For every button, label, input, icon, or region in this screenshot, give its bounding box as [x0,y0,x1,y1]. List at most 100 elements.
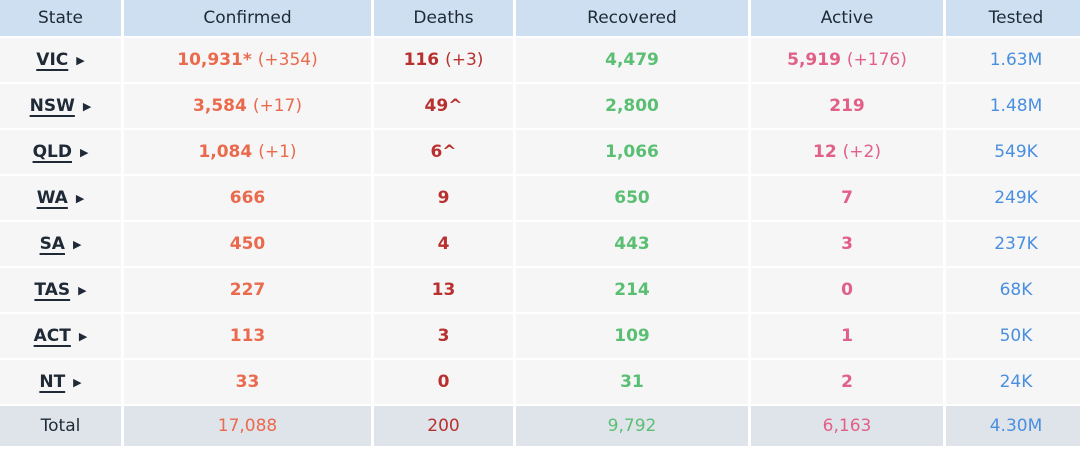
active-cell: 2 [751,360,943,404]
caret-right-icon[interactable]: ▶ [73,376,82,389]
total-row: Total 17,088 200 9,792 6,163 4.30M [0,406,1080,446]
deaths-cell: 13 [374,268,513,312]
tested-cell: 50K [946,314,1080,358]
deaths-delta: (+3) [445,50,484,70]
confirmed-value: 450 [229,234,266,254]
confirmed-cell: 10,931* (+354) [124,38,371,82]
confirmed-cell: 113 [124,314,371,358]
deaths-cell: 9 [374,176,513,220]
header-recovered[interactable]: Recovered [516,0,748,36]
active-delta: (+176) [846,50,907,70]
confirmed-value: 33 [235,372,260,392]
tested-cell: 24K [946,360,1080,404]
confirmed-cell: 33 [124,360,371,404]
recovered-value: 2,800 [605,96,659,116]
recovered-value: 1,066 [605,142,659,162]
table-row: VIC ▶ 10,931* (+354) 116 (+3) 4,479 5,919 (+176)… [0,38,1080,82]
tested-value: 50K [999,326,1033,346]
state-link[interactable]: SA [39,234,65,254]
recovered-value: 443 [614,234,650,254]
active-value: 7 [841,188,853,208]
total-confirmed: 17,088 [124,406,371,446]
deaths-value: 9 [437,188,450,208]
table-row: ACT ▶ 113 3 109 1 50K [0,314,1080,358]
tested-cell: 1.63M [946,38,1080,82]
tested-value: 1.48M [989,96,1043,116]
active-cell: 1 [751,314,943,358]
recovered-value: 214 [614,280,650,300]
state-link[interactable]: VIC [36,50,69,70]
state-link[interactable]: WA [36,188,68,208]
table-row: WA ▶ 666 9 650 7 249K [0,176,1080,220]
table-row: SA ▶ 450 4 443 3 237K [0,222,1080,266]
state-link[interactable]: ACT [33,326,71,346]
header-row: State Confirmed Deaths Recovered Active … [0,0,1080,36]
tested-value: 249K [994,188,1038,208]
active-cell: 219 [751,84,943,128]
active-delta: (+2) [842,142,881,162]
header-confirmed[interactable]: Confirmed [124,0,371,36]
deaths-cell: 49^ [374,84,513,128]
deaths-cell: 6^ [374,130,513,174]
header-state[interactable]: State [0,0,121,36]
deaths-cell: 0 [374,360,513,404]
table-row: NSW ▶ 3,584 (+17) 49^ 2,800 219 1.48M [0,84,1080,128]
state-cell: NSW ▶ [0,84,121,128]
deaths-value: 4 [437,234,450,254]
state-cell: QLD ▶ [0,130,121,174]
tested-cell: 68K [946,268,1080,312]
active-cell: 0 [751,268,943,312]
active-value: 3 [841,234,853,254]
state-link[interactable]: NSW [29,96,75,116]
tested-value: 549K [994,142,1038,162]
deaths-cell: 3 [374,314,513,358]
caret-right-icon[interactable]: ▶ [82,100,92,113]
active-value: 1 [841,326,853,346]
recovered-cell: 214 [516,268,748,312]
state-link[interactable]: TAS [34,280,71,300]
caret-right-icon[interactable]: ▶ [76,54,85,67]
header-active[interactable]: Active [751,0,943,36]
active-value: 2 [841,372,853,392]
caret-right-icon[interactable]: ▶ [78,330,88,343]
tested-cell: 1.48M [946,84,1080,128]
header-deaths[interactable]: Deaths [374,0,513,36]
recovered-value: 4,479 [605,50,659,70]
confirmed-cell: 450 [124,222,371,266]
recovered-cell: 31 [516,360,748,404]
state-link[interactable]: NT [39,372,66,392]
confirmed-value: 113 [229,326,266,346]
tested-value: 237K [994,234,1038,254]
tested-cell: 549K [946,130,1080,174]
confirmed-cell: 1,084 (+1) [124,130,371,174]
deaths-value: 116 [403,50,440,70]
deaths-value: 6^ [430,142,457,162]
state-link[interactable]: QLD [32,142,72,162]
tested-value: 68K [999,280,1033,300]
total-label: Total [0,406,121,446]
state-cell: NT ▶ [0,360,121,404]
confirmed-delta: (+1) [258,142,297,162]
active-value: 0 [841,280,853,300]
confirmed-cell: 227 [124,268,371,312]
confirmed-value: 666 [229,188,266,208]
deaths-value: 13 [431,280,456,300]
caret-right-icon[interactable]: ▶ [79,146,89,159]
state-stats-table: State Confirmed Deaths Recovered Active … [0,0,1080,446]
confirmed-value: 10,931* [177,50,252,70]
caret-right-icon[interactable]: ▶ [72,238,82,251]
deaths-value: 49^ [424,96,463,116]
confirmed-value: 227 [229,280,266,300]
deaths-cell: 4 [374,222,513,266]
active-cell: 3 [751,222,943,266]
caret-right-icon[interactable]: ▶ [75,192,85,205]
caret-right-icon[interactable]: ▶ [78,284,87,297]
active-value: 219 [829,96,865,116]
tested-cell: 249K [946,176,1080,220]
header-tested[interactable]: Tested [946,0,1080,36]
state-cell: VIC ▶ [0,38,121,82]
recovered-cell: 4,479 [516,38,748,82]
recovered-value: 109 [614,326,650,346]
deaths-value: 0 [437,372,450,392]
confirmed-value: 1,084 [198,142,253,162]
